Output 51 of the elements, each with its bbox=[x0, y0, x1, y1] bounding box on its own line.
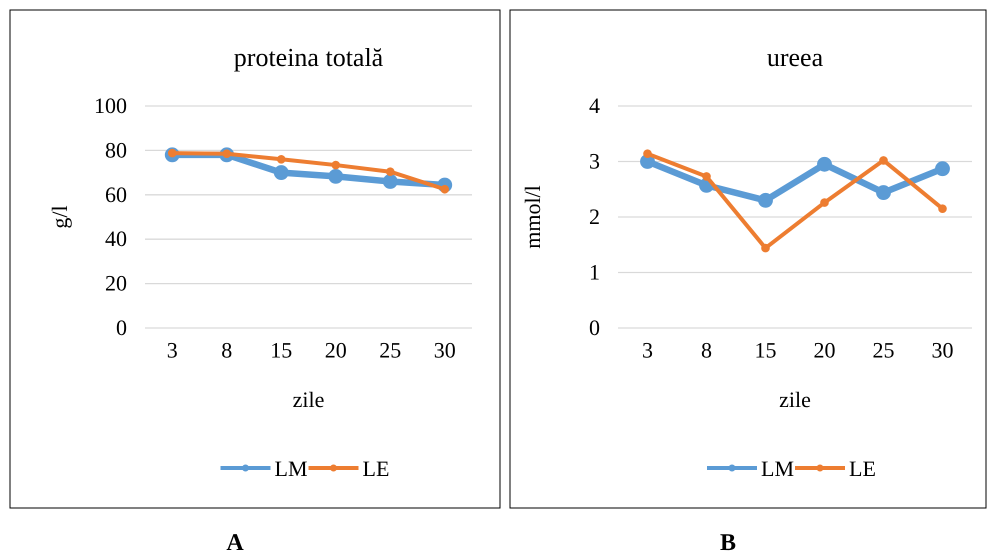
point bbox=[276, 154, 286, 164]
legend-label: LM bbox=[274, 456, 308, 481]
legend-label: LE bbox=[849, 456, 876, 481]
legend-label: LE bbox=[362, 456, 390, 481]
point bbox=[935, 161, 950, 176]
point bbox=[820, 198, 829, 207]
x-tick-label: 8 bbox=[701, 338, 712, 363]
y-tick-label: 4 bbox=[589, 93, 600, 118]
x-tick-label: 25 bbox=[379, 338, 402, 363]
y-tick-label: 2 bbox=[589, 204, 600, 230]
y-tick-label: 0 bbox=[589, 315, 600, 340]
point bbox=[386, 167, 395, 176]
legend-label: LM bbox=[761, 456, 794, 481]
x-tick-label: 30 bbox=[932, 338, 954, 363]
point bbox=[274, 165, 289, 180]
y-tick-label: 40 bbox=[105, 226, 127, 252]
point bbox=[938, 204, 947, 213]
point bbox=[876, 185, 891, 200]
x-tick-label: 20 bbox=[814, 338, 836, 363]
x-tick-label: 15 bbox=[754, 338, 776, 363]
x-axis-title: zile bbox=[779, 387, 811, 412]
x-tick-label: 3 bbox=[642, 338, 653, 363]
x-tick-label: 20 bbox=[324, 338, 347, 363]
point bbox=[331, 160, 340, 170]
y-tick-label: 0 bbox=[116, 315, 127, 340]
y-tick-label: 100 bbox=[94, 93, 127, 118]
y-tick-label: 80 bbox=[105, 137, 127, 162]
point bbox=[643, 149, 652, 158]
y-tick-label: 20 bbox=[105, 270, 127, 296]
point bbox=[817, 156, 832, 172]
point bbox=[758, 192, 773, 208]
text: A bbox=[226, 530, 244, 554]
text: B bbox=[720, 530, 736, 554]
x-tick-label: 8 bbox=[221, 338, 232, 363]
point bbox=[382, 174, 398, 189]
point bbox=[328, 168, 344, 184]
y-tick-label: 60 bbox=[105, 182, 127, 207]
point bbox=[879, 156, 888, 165]
chart-title: proteina totală bbox=[234, 43, 384, 72]
x-tick-label: 3 bbox=[166, 338, 178, 363]
x-tick-label: 15 bbox=[270, 338, 292, 363]
x-axis-title: zile bbox=[292, 387, 324, 412]
y-axis-title: mmol/l bbox=[520, 185, 545, 249]
chart-title: ureea bbox=[766, 43, 824, 72]
y-tick-label: 3 bbox=[589, 148, 600, 174]
y-tick-label: 1 bbox=[589, 260, 600, 285]
point bbox=[702, 172, 711, 181]
x-tick-label: 25 bbox=[872, 338, 894, 363]
point bbox=[761, 244, 770, 252]
x-tick-label: 30 bbox=[434, 338, 456, 363]
y-axis-title: g/l bbox=[47, 205, 72, 229]
